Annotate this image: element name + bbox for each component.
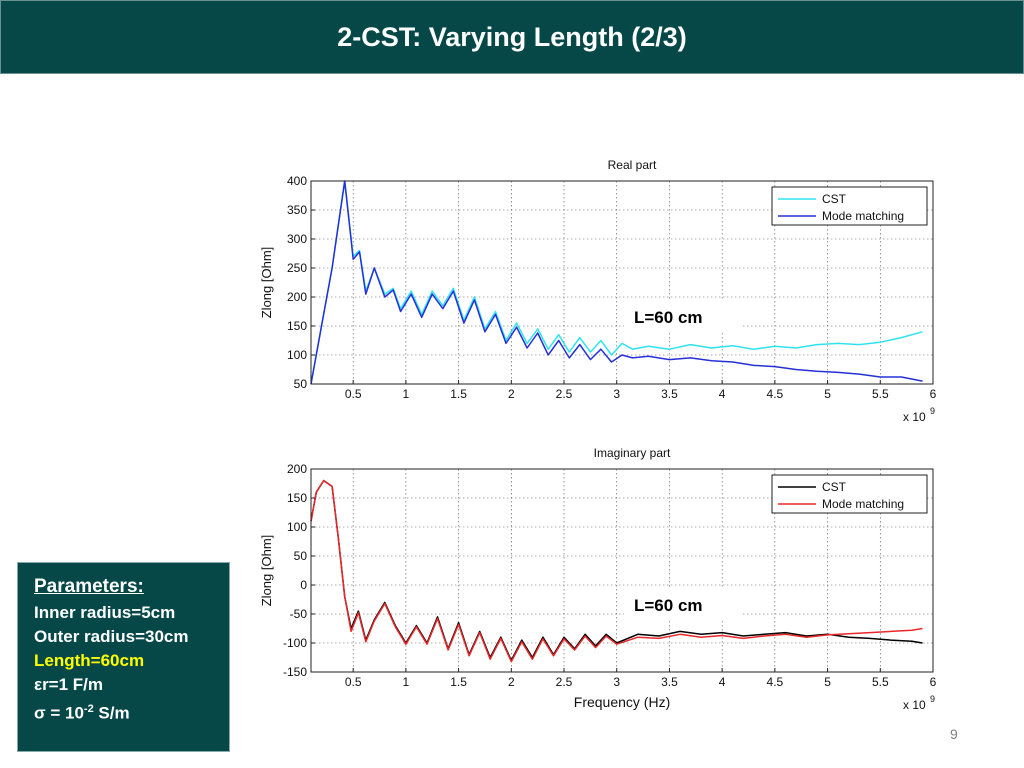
param-outer-radius: Outer radius=30cm	[34, 627, 189, 646]
chart0-x-multiplier-exp: 9	[930, 406, 935, 416]
chart0-y-tick-label-1: 100	[287, 348, 307, 362]
chart0-y-tick-label-4: 250	[287, 261, 307, 275]
chart1-series-1-line	[310, 479, 923, 663]
chart1-y-axis-label: Zlong [Ohm]	[259, 535, 274, 607]
parameters-box: Parameters: Inner radius=5cm Outer radiu…	[17, 562, 230, 752]
chart1-x-multiplier-base: x 10	[903, 698, 926, 712]
chart1-x-tick-label-1: 1	[403, 675, 410, 689]
chart0-x-tick-label-10: 5.5	[872, 387, 889, 401]
chart0-y-tick-label-0: 50	[294, 377, 308, 391]
parameters-heading: Parameters:	[34, 576, 144, 597]
chart1-y-tick-label-1: -100	[283, 636, 307, 650]
chart0-y-tick-label-2: 150	[287, 319, 307, 333]
chart1-x-axis-label: Frequency (Hz)	[574, 694, 670, 710]
chart1-x-tick-label-11: 6	[930, 675, 937, 689]
chart1-annotation-box	[624, 589, 742, 621]
chart0-annotation-box	[624, 301, 742, 333]
param-sigma-suffix: S/m	[93, 703, 130, 723]
chart1-x-tick-label-7: 4	[719, 675, 726, 689]
chart1-x-tick-label-4: 2.5	[556, 675, 573, 689]
chart0-x-tick-label-11: 6	[930, 387, 937, 401]
chart0-annotation-text: L=60 cm	[634, 308, 703, 327]
chart1-y-tick-label-0: -150	[283, 665, 307, 679]
chart0-y-tick-label-5: 300	[287, 232, 307, 246]
chart0-x-tick-label-6: 3.5	[661, 387, 678, 401]
chart0-x-tick-label-4: 2.5	[556, 387, 573, 401]
param-sigma-prefix: σ = 10	[34, 703, 84, 723]
param-sigma: σ = 10-2 S/m	[34, 697, 229, 726]
chart1-x-tick-label-6: 3.5	[661, 675, 678, 689]
chart1-x-tick-label-5: 3	[613, 675, 620, 689]
chart0-x-tick-label-8: 4.5	[767, 387, 784, 401]
chart1-x-tick-label-8: 4.5	[767, 675, 784, 689]
chart1-y-tick-label-4: 50	[294, 549, 308, 563]
chart0-x-tick-label-7: 4	[719, 387, 726, 401]
page-number: 9	[950, 726, 958, 742]
real-part-chart: 0.5 1 1.5 2 2.5 3 3.5 4 4.5 5 5.5 6 50 100 150 200 250 30…	[259, 158, 937, 424]
chart0-x-tick-label-3: 2	[508, 387, 515, 401]
chart1-x-tick-label-9: 5	[824, 675, 831, 689]
chart1-x-tick-label-2: 1.5	[450, 675, 467, 689]
chart0-plot-frame	[310, 180, 934, 385]
slide-title: 2-CST: Varying Length (2/3)	[337, 21, 687, 52]
param-epsilon: εr=1 F/m	[34, 675, 104, 694]
param-inner-radius: Inner radius=5cm	[34, 603, 176, 622]
chart0-y-tick-label-3: 200	[287, 290, 307, 304]
chart0-y-tick-label-7: 400	[287, 174, 307, 188]
chart1-x-tick-label-0: 0.5	[345, 675, 362, 689]
chart1-x-multiplier-exp: 9	[930, 694, 935, 704]
chart0-x-tick-label-1: 1	[403, 387, 410, 401]
chart0-title: Real part	[608, 158, 657, 172]
chart1-legend-box	[771, 474, 928, 514]
chart1-title: Imaginary part	[594, 446, 671, 460]
chart0-x-tick-label-5: 3	[613, 387, 620, 401]
chart1-y-tick-label-2: -50	[290, 607, 308, 621]
chart1-annotation-text: L=60 cm	[634, 596, 703, 615]
chart0-legend-label-1: Mode matching	[822, 209, 904, 223]
chart0-x-tick-label-2: 1.5	[450, 387, 467, 401]
chart0-y-tick-label-6: 350	[287, 203, 307, 217]
chart0-legend-box	[771, 186, 928, 226]
chart1-y-tick-label-5: 100	[287, 520, 307, 534]
chart0-y-axis-label: Zlong [Ohm]	[259, 247, 274, 319]
chart1-legend-label-0: CST	[822, 480, 847, 494]
param-length: Length=60cm	[34, 651, 145, 670]
imaginary-part-chart: 0.5 1 1.5 2 2.5 3 3.5 4 4.5 5 5.5 6 -150 -100 -50 0 50 10…	[259, 446, 937, 712]
param-sigma-exp: -2	[83, 703, 94, 715]
chart1-legend-label-1: Mode matching	[822, 497, 904, 511]
chart0-x-multiplier-base: x 10	[903, 410, 926, 424]
chart1-plot-frame	[310, 468, 934, 673]
chart1-y-tick-label-3: 0	[300, 578, 307, 592]
chart0-series-1-line	[310, 180, 923, 385]
chart1-x-tick-label-3: 2	[508, 675, 515, 689]
chart1-y-tick-label-7: 200	[287, 462, 307, 476]
chart0-x-tick-label-9: 5	[824, 387, 831, 401]
chart1-y-tick-label-6: 150	[287, 491, 307, 505]
chart0-legend-label-0: CST	[822, 192, 847, 206]
title-bar: 2-CST: Varying Length (2/3)	[0, 0, 1024, 74]
chart1-x-tick-label-10: 5.5	[872, 675, 889, 689]
chart0-x-tick-label-0: 0.5	[345, 387, 362, 401]
